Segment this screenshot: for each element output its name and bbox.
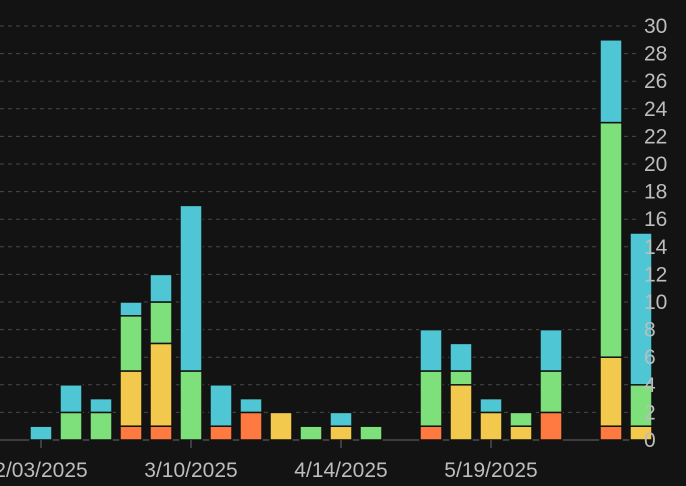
bar-segment-10-3 (329, 411, 353, 427)
bar-segment-4-2 (149, 301, 173, 345)
bars (29, 39, 653, 441)
bar-segment-5-3 (179, 204, 203, 372)
bar-segment-3-1 (119, 370, 143, 427)
bar-segment-20-3 (629, 232, 653, 386)
bar-10 (329, 411, 353, 441)
y-tick-label: 6 (644, 346, 656, 369)
y-tick-label: 12 (644, 263, 667, 286)
y-tick-label: 28 (644, 43, 667, 66)
bar-19 (599, 39, 623, 441)
y-tick-label: 4 (644, 374, 656, 397)
bar-segment-16-2 (509, 411, 533, 427)
x-axis-ticks: 2/03/2025 3/10/2025 4/14/2025 5/19/2025 (0, 440, 538, 482)
bar-segment-15-3 (479, 397, 503, 414)
y-tick-label: 2 (644, 401, 656, 424)
bar-0 (29, 425, 53, 441)
y-tick-label: 8 (644, 319, 656, 342)
bar-segment-4-3 (149, 273, 173, 303)
bar-5 (179, 204, 203, 441)
bar-8 (269, 411, 293, 441)
bar-segment-4-1 (149, 342, 173, 427)
x-tick-label: 3/10/2025 (144, 459, 237, 482)
y-tick-label: 18 (644, 181, 667, 204)
bar-20 (629, 232, 653, 441)
bar-segment-5-2 (179, 370, 203, 441)
bar-segment-2-2 (89, 411, 113, 441)
y-tick-label: 0 (644, 429, 656, 452)
y-tick-label: 14 (644, 236, 668, 259)
bar-segment-13-3 (419, 328, 443, 372)
bar-6 (209, 384, 233, 441)
bar-segment-17-0 (539, 411, 563, 441)
bar-segment-3-0 (119, 425, 143, 441)
bar-segment-13-0 (419, 425, 443, 441)
bar-segment-19-3 (599, 39, 623, 124)
bar-segment-1-2 (59, 411, 83, 441)
bar-11 (359, 425, 383, 441)
bar-7 (239, 397, 263, 441)
bar-segment-14-2 (449, 370, 473, 386)
bar-segment-10-1 (329, 425, 353, 441)
bar-segment-11-2 (359, 425, 383, 441)
y-tick-label: 30 (644, 15, 667, 38)
bar-1 (59, 384, 83, 441)
bar-segment-6-3 (209, 384, 233, 427)
bar-segment-19-2 (599, 121, 623, 358)
bar-4 (149, 273, 173, 441)
bar-2 (89, 397, 113, 441)
bar-segment-2-3 (89, 397, 113, 414)
y-tick-label: 20 (644, 153, 667, 176)
bar-segment-7-0 (239, 411, 263, 441)
x-tick-label: 2/03/2025 (0, 459, 88, 482)
bar-segment-7-3 (239, 397, 263, 414)
bar-segment-17-3 (539, 328, 563, 372)
bar-segment-0-3 (29, 425, 53, 441)
bar-segment-14-1 (449, 384, 473, 441)
y-tick-label: 24 (644, 98, 668, 121)
bar-segment-19-0 (599, 425, 623, 441)
y-tick-label: 22 (644, 125, 667, 148)
x-tick-label: 4/14/2025 (294, 459, 387, 482)
bar-17 (539, 328, 563, 441)
bar-segment-13-2 (419, 370, 443, 427)
bar-segment-15-1 (479, 411, 503, 441)
bar-13 (419, 328, 443, 441)
bar-segment-16-1 (509, 425, 533, 441)
y-tick-label: 10 (644, 291, 667, 314)
bar-segment-9-2 (299, 425, 323, 441)
bar-9 (299, 425, 323, 441)
x-tick-label: 5/19/2025 (444, 459, 537, 482)
bar-segment-17-2 (539, 370, 563, 414)
bar-segment-14-3 (449, 342, 473, 372)
bar-segment-3-3 (119, 301, 143, 317)
bar-segment-6-0 (209, 425, 233, 441)
bar-segment-4-0 (149, 425, 173, 441)
bar-15 (479, 397, 503, 441)
y-tick-label: 16 (644, 208, 667, 231)
bar-segment-1-3 (59, 384, 83, 414)
bar-segment-3-2 (119, 315, 143, 372)
bar-segment-8-1 (269, 411, 293, 441)
bar-segment-19-1 (599, 356, 623, 427)
bar-3 (119, 301, 143, 441)
y-tick-label: 26 (644, 70, 667, 93)
bar-16 (509, 411, 533, 441)
bar-14 (449, 342, 473, 441)
